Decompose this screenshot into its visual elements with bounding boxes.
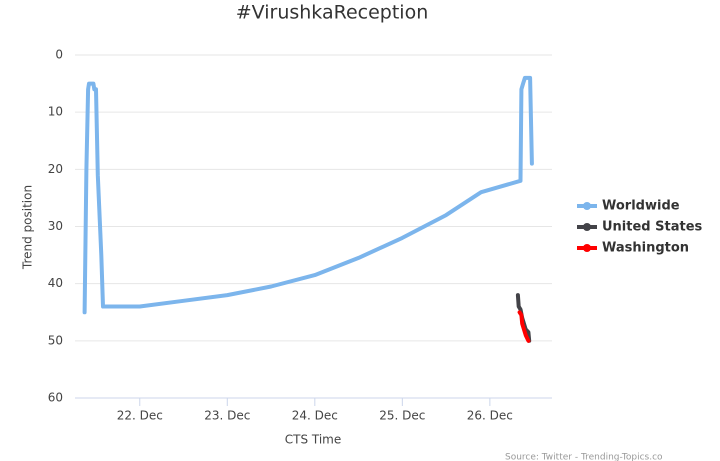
x-axis-title: CTS Time — [285, 433, 342, 447]
legend-marker — [583, 244, 591, 252]
legend-text: Worldwide — [602, 199, 680, 214]
x-tick-label: 22. Dec — [117, 409, 163, 423]
x-tick-label: 25. Dec — [379, 409, 425, 423]
y-tick-label: 0 — [55, 48, 63, 62]
legend-text: Washington — [602, 241, 689, 256]
line-series — [82, 75, 534, 315]
line-series — [517, 310, 531, 343]
legend-text: United States — [602, 220, 703, 235]
x-tick-label: 24. Dec — [292, 409, 338, 423]
y-tick-label: 60 — [48, 391, 63, 405]
x-tick-label: 26. Dec — [467, 409, 513, 423]
legend-marker — [583, 223, 591, 231]
y-tick-label: 30 — [48, 219, 63, 233]
legend-marker — [583, 202, 591, 210]
y-axis-title: Trend position — [21, 185, 35, 270]
y-tick-label: 40 — [48, 276, 63, 290]
x-tick-label: 23. Dec — [204, 409, 250, 423]
chart-title: #VirushkaReception — [236, 2, 429, 24]
source: Source: Twitter - Trending-Topics.co — [505, 453, 663, 461]
y-tick-label: 20 — [48, 162, 63, 176]
y-tick-label: 10 — [48, 105, 63, 119]
y-tick-label: 50 — [48, 333, 63, 347]
